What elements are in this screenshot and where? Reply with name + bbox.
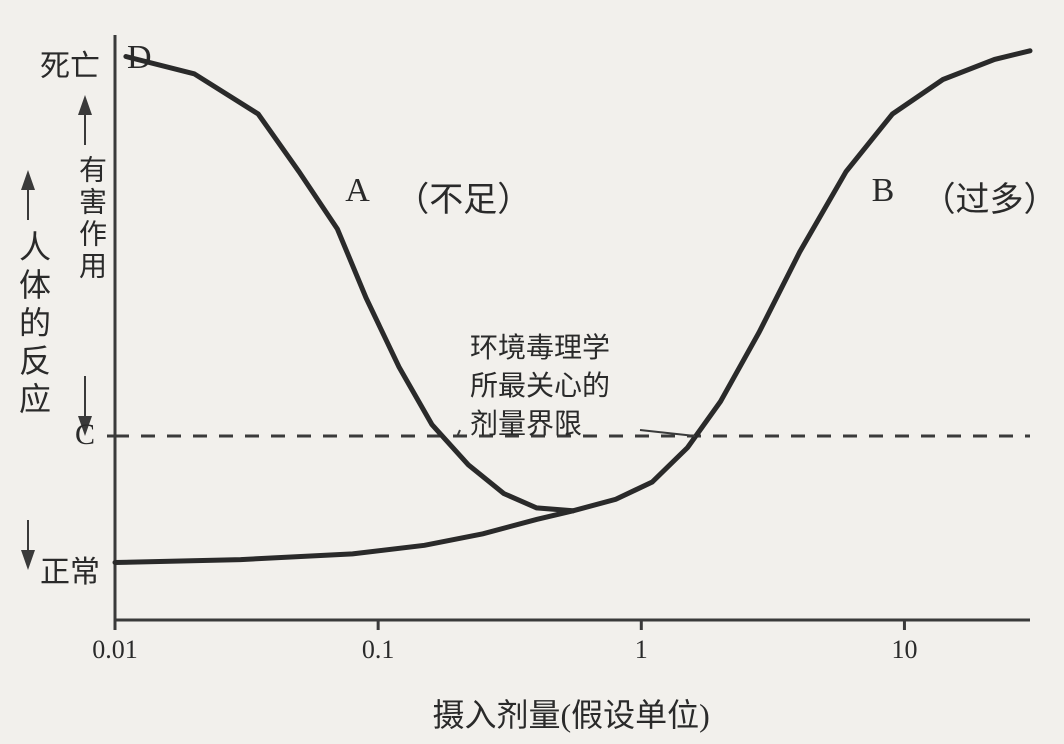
svg-text:1: 1 bbox=[635, 635, 648, 664]
point-label-b: B bbox=[872, 172, 895, 210]
central-line-1: 环境毒理学 bbox=[470, 330, 610, 368]
x-axis-label: 摄入剂量(假设单位) bbox=[433, 690, 710, 736]
point-label-a: A bbox=[345, 172, 370, 210]
y-tick-c: C bbox=[75, 418, 95, 452]
point-label-d: D bbox=[127, 39, 152, 77]
y-tick-death: 死亡 bbox=[40, 41, 100, 85]
y-axis-label-inner: 有害作用 bbox=[70, 155, 110, 283]
central-annotation: 环境毒理学 所最关心的 剂量界限 bbox=[470, 330, 610, 443]
central-line-2: 所最关心的 bbox=[470, 368, 610, 406]
svg-text:0.01: 0.01 bbox=[92, 635, 138, 664]
point-label-b-note: （过多） bbox=[922, 172, 1058, 221]
point-label-a-note: （不足） bbox=[395, 172, 531, 221]
central-line-3: 剂量界限 bbox=[470, 406, 610, 444]
dose-response-chart: 0.01 0.1 1 10 人体的反应 有害作用 死亡 C 正常 D A （不足） B… bbox=[0, 0, 1064, 744]
svg-text:0.1: 0.1 bbox=[362, 635, 395, 664]
y-tick-normal: 正常 bbox=[40, 547, 100, 591]
y-axis-label-outer: 人体的反应 bbox=[10, 230, 56, 420]
svg-text:10: 10 bbox=[891, 635, 917, 664]
